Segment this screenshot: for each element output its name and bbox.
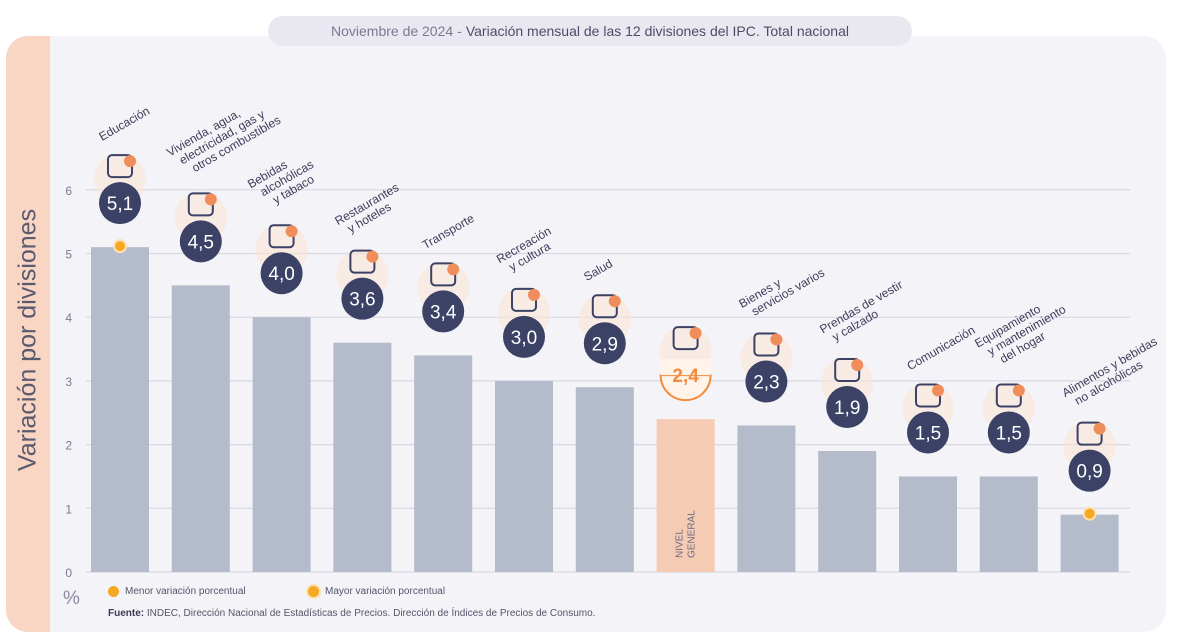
- data-label: 4,5: [188, 232, 214, 253]
- legend-min-marker: [108, 586, 119, 597]
- source-text: INDEC, Dirección Nacional de Estadística…: [146, 608, 596, 619]
- icon-accent: [689, 327, 702, 340]
- max-marker: [113, 239, 127, 254]
- category-label-line: Comunicación: [905, 323, 978, 373]
- category-label: Alimentos y bebidasno alcohólicas: [1060, 334, 1167, 411]
- value-badge: [745, 360, 788, 403]
- data-label: 3,0: [511, 328, 537, 349]
- title-separator: -: [457, 23, 462, 39]
- bar: [252, 317, 311, 572]
- bar: [818, 450, 877, 572]
- y-tick-label: 5: [65, 248, 72, 262]
- icon-accent: [608, 295, 621, 308]
- category-label: Prendas de vestiry calzado: [817, 277, 911, 347]
- legend-max-label: Mayor variación porcentual: [325, 586, 446, 597]
- value-badge: [179, 220, 222, 263]
- icon-accent: [932, 384, 944, 397]
- legend-min-label: Menor variación porcentual: [125, 586, 246, 597]
- value-badge: [503, 315, 545, 358]
- bar: [495, 380, 553, 572]
- value-badge: [422, 290, 465, 333]
- bar: [91, 247, 149, 572]
- icon-accent: [1012, 384, 1025, 397]
- data-label: 0,9: [1076, 462, 1102, 483]
- icon-accent: [124, 155, 136, 168]
- value-badge: [583, 322, 626, 365]
- value-badge-top: [660, 359, 711, 376]
- y-tick-label: 3: [65, 375, 72, 389]
- category-label-line: Educación: [97, 104, 153, 144]
- axis-side-panel: [6, 36, 50, 632]
- category-label: Salud: [581, 256, 615, 283]
- category-label: Bienes yservicios varios: [736, 254, 827, 322]
- value-badge: [987, 411, 1030, 454]
- category-label: Comunicación: [905, 323, 978, 373]
- category-label: Transporte: [420, 211, 477, 252]
- icon-accent: [204, 193, 217, 206]
- chart-title: Noviembre de 2024 - Variación mensual de…: [268, 16, 912, 46]
- category-label-line: NIVEL: [675, 529, 686, 558]
- y-tick-label: 4: [65, 311, 72, 325]
- value-badge: [907, 411, 949, 454]
- icon-accent: [1093, 422, 1106, 435]
- legend-min: Menor variación porcentual: [108, 586, 246, 597]
- category-label: Restaurantesy hoteles: [332, 180, 407, 239]
- data-label: 1,5: [996, 423, 1022, 444]
- icon-accent: [285, 225, 298, 238]
- data-label: 2,9: [592, 334, 618, 355]
- min-marker: [1082, 506, 1097, 521]
- category-label-line: GENERAL: [687, 510, 698, 558]
- bar: [333, 342, 392, 572]
- category-label-line: Salud: [581, 256, 615, 283]
- data-label: 1,5: [915, 423, 941, 444]
- category-label: NIVELGENERAL: [675, 510, 698, 558]
- legend-max: Mayor variación porcentual: [308, 586, 445, 597]
- data-label: 3,6: [349, 290, 375, 311]
- data-label: 2,3: [753, 372, 779, 393]
- bar: [1060, 514, 1119, 572]
- title-date: Noviembre de 2024: [330, 23, 454, 39]
- value-badge: [826, 385, 869, 428]
- category-label: Equipamientoy mantenimientodel hogar: [972, 291, 1075, 373]
- bar: [737, 425, 796, 572]
- category-label: Bebidasalcohólicasy tabaco: [245, 146, 322, 214]
- bar: [979, 476, 1038, 572]
- bar: [171, 285, 230, 572]
- y-tick-label: 1: [65, 502, 72, 516]
- source-prefix: Fuente:: [108, 608, 145, 619]
- y-tick-label: 0: [65, 566, 72, 580]
- icon-accent: [528, 288, 540, 301]
- legend-max-marker: [308, 586, 319, 597]
- y-tick-label: 2: [65, 439, 72, 453]
- icon-accent: [851, 358, 864, 371]
- icon-accent: [770, 333, 783, 346]
- value-badge: [1068, 449, 1111, 492]
- bar: [414, 355, 473, 572]
- value-badge: [659, 374, 712, 402]
- data-label: 1,9: [834, 398, 860, 419]
- category-label: Recreacióny cultura: [494, 224, 560, 278]
- icon-accent: [366, 250, 379, 263]
- icon-accent: [447, 263, 460, 276]
- value-badge: [260, 252, 303, 295]
- bar: [899, 476, 957, 572]
- unit-label: %: [63, 588, 80, 609]
- data-label: 3,4: [430, 302, 457, 323]
- category-label-line: Transporte: [420, 211, 477, 252]
- bar: [656, 419, 715, 572]
- data-label: 4,0: [268, 264, 294, 285]
- data-label: 2,4: [672, 366, 699, 387]
- title-text: Variación mensual de las 12 divisiones d…: [465, 23, 849, 39]
- bar: [575, 387, 634, 572]
- category-label: Educación: [97, 104, 153, 144]
- value-badge: [341, 277, 384, 320]
- data-label: 5,1: [107, 194, 133, 215]
- source-note: Fuente: INDEC, Dirección Nacional de Est…: [108, 608, 595, 619]
- y-tick-label: 6: [65, 184, 72, 198]
- value-badge: [99, 182, 141, 225]
